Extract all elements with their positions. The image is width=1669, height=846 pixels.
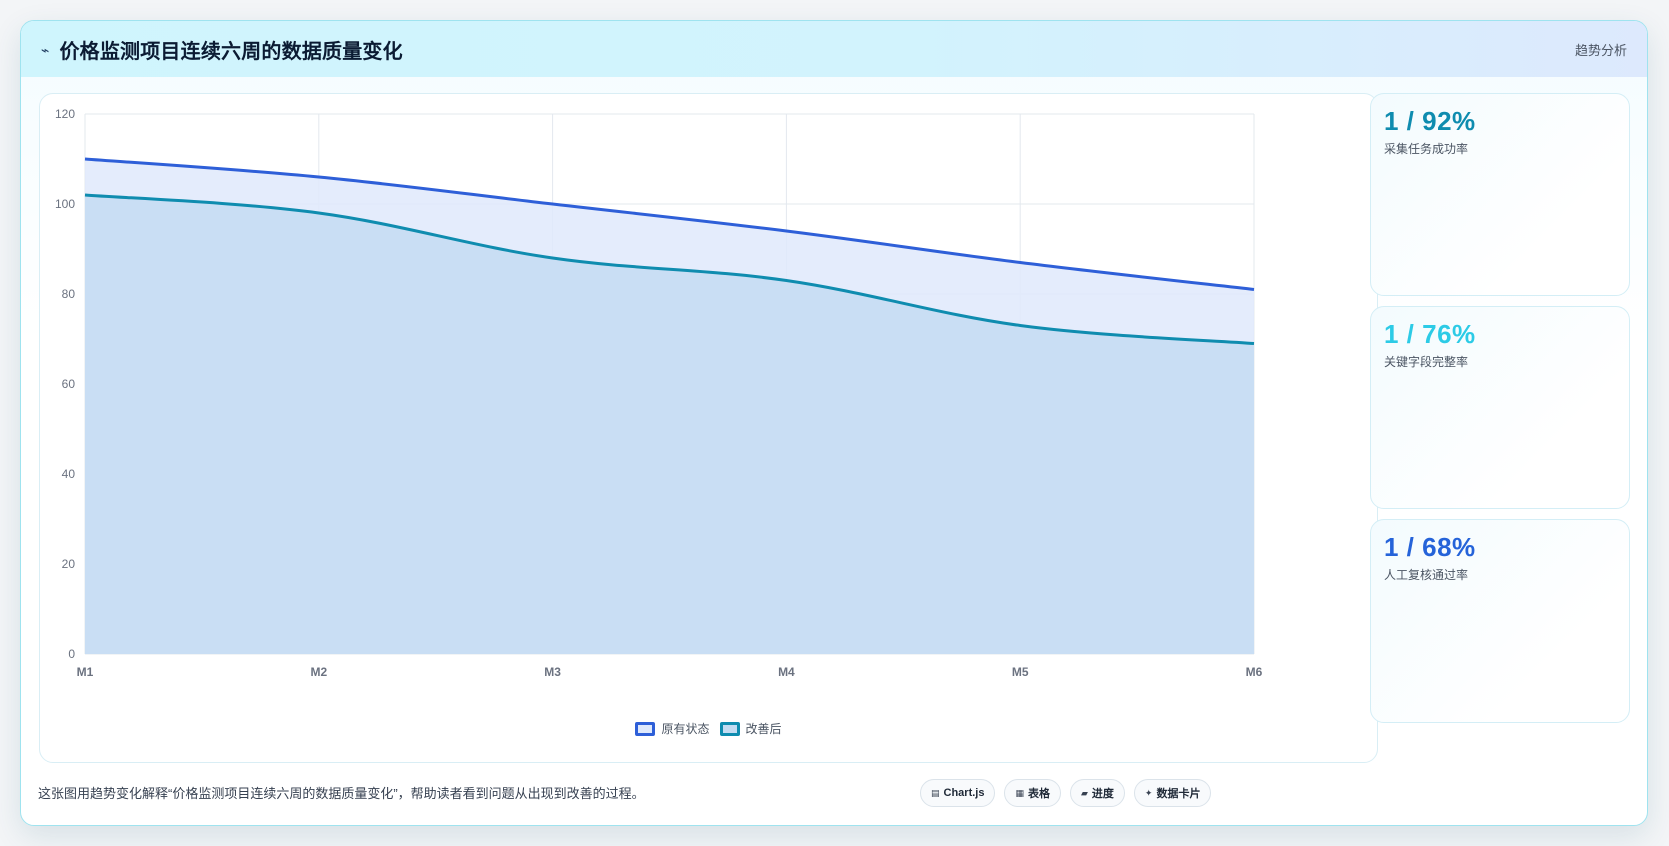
area-chart: 0 20 40 60 80 100 120 M1 M2 M3 M4 M5 M6 [55,107,1263,679]
kpi-card-completeness-rate: 1 / 76% 关键字段完整率 [1370,306,1630,509]
x-tick-label: M4 [778,665,795,679]
series-area-2 [85,195,1254,654]
chip-label: 表格 [1028,788,1050,800]
chart-panel: 0 20 40 60 80 100 120 M1 M2 M3 M4 M5 M6 原有状态 改善后 [39,93,1378,763]
legend-item[interactable]: 原有状态 [635,720,710,737]
y-tick-label: 0 [68,647,75,661]
y-tick-label: 60 [62,377,76,391]
chip-label: 数据卡片 [1156,788,1201,800]
legend-label: 原有状态 [661,722,710,736]
kpi-value: 1 / 68% [1384,532,1476,562]
card-title: 价格监测项目连续六周的数据质量变化 [59,40,403,63]
legend-swatch [635,721,656,736]
x-tick-label: M6 [1246,665,1263,679]
data-card-icon: ✦ [1144,787,1153,798]
chart-description: 这张图用趋势变化解释“价格监测项目连续六周的数据质量变化”，帮助读者看到问题从出… [38,786,645,801]
y-tick-label: 40 [62,467,76,481]
series-line-1 [84,157,1255,291]
header-tag: 趋势分析 [1574,42,1627,58]
chip-progress[interactable]: ▰ 进度 [1070,779,1125,807]
chip-label: Chart.js [943,787,985,799]
y-tick-label: 120 [55,107,75,121]
legend-item[interactable]: 改善后 [719,720,782,737]
x-tick-label: M5 [1012,665,1029,679]
chart-icon: ▤ [931,787,940,798]
progress-icon: ▰ [1081,787,1088,798]
card-header: ⌁ 价格监测项目连续六周的数据质量变化 趋势分析 [21,21,1647,77]
y-tick-label: 80 [62,287,76,301]
x-tick-label: M3 [544,665,561,679]
kpi-value: 1 / 92% [1384,106,1476,136]
chart-legend: 原有状态 改善后 [40,720,1377,737]
x-tick-label: M1 [77,665,94,679]
legend-label: 改善后 [745,722,782,736]
chart-card: ⌁ 价格监测项目连续六周的数据质量变化 趋势分析 0 20 40 60 80 100 120… [20,20,1648,826]
x-tick-label: M2 [310,665,327,679]
legend-swatch [719,721,740,736]
series-line-2 [84,193,1255,345]
chip-chartjs[interactable]: ▤ Chart.js [920,779,996,807]
kpi-label: 关键字段完整率 [1384,355,1469,369]
chip-table[interactable]: ▦ 表格 [1004,779,1061,807]
kpi-card-success-rate: 1 / 92% 采集任务成功率 [1370,93,1630,296]
chip-data-card[interactable]: ✦ 数据卡片 [1133,779,1212,807]
kpi-value: 1 / 76% [1384,319,1476,349]
y-tick-label: 20 [62,557,76,571]
tech-chips: ▤ Chart.js ▦ 表格 ▰ 进度 ✦ 数据卡片 [920,779,1212,807]
chip-label: 进度 [1091,788,1114,800]
y-tick-label: 100 [55,197,75,211]
trend-line-icon: ⌁ [41,41,50,58]
kpi-label: 人工复核通过率 [1384,568,1469,582]
table-icon: ▦ [1015,787,1024,798]
kpi-card-review-pass-rate: 1 / 68% 人工复核通过率 [1370,519,1630,723]
kpi-label: 采集任务成功率 [1384,142,1469,156]
